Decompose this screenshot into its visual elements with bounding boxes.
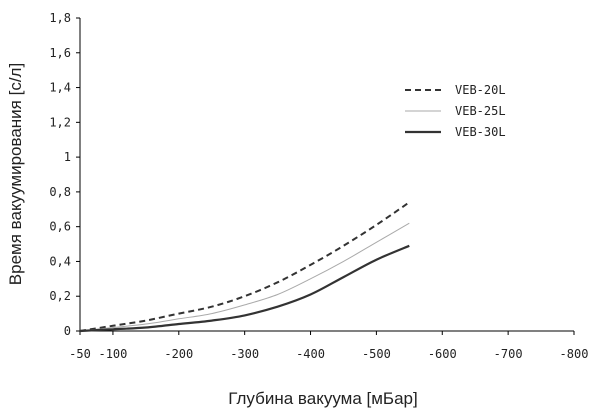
y-tick-label: 1 (64, 150, 71, 164)
x-axis-title: Глубина вакуума [мБар] (228, 389, 417, 408)
y-tick-label: 0,2 (49, 289, 71, 303)
y-tick-label: 1,2 (49, 115, 71, 129)
legend-label: VEB-30L (455, 125, 506, 139)
x-tick-label: -800 (560, 347, 589, 361)
legend-label: VEB-25L (455, 104, 506, 118)
y-tick-label: 1,6 (49, 46, 71, 60)
x-axis-ticks: -50 -100 -200 -300 -400 -500 -600 -700 -800 (69, 331, 588, 361)
series-group (79, 201, 410, 333)
series-line-veb-25l (79, 222, 410, 332)
x-tick-label: -500 (362, 347, 391, 361)
x-tick-label: -200 (164, 347, 193, 361)
y-tick-label: 0 (64, 324, 71, 338)
x-tick-label: -600 (428, 347, 457, 361)
axes (79, 18, 574, 332)
series-line-veb-30l (79, 244, 410, 333)
x-tick-label: -400 (296, 347, 325, 361)
legend: VEB-20L VEB-25L VEB-30L (405, 83, 506, 139)
legend-label: VEB-20L (455, 83, 506, 97)
series-line-veb-20l (79, 201, 410, 332)
y-tick-label: 0,6 (49, 220, 71, 234)
x-tick-label: -700 (494, 347, 523, 361)
x-tick-label: -100 (98, 347, 127, 361)
y-axis-ticks: 0 0,2 0,4 0,6 0,8 1 1,2 1,4 1,6 1,8 (49, 11, 80, 338)
y-axis-title: Время вакуумирования [с/л] (6, 63, 25, 285)
y-tick-label: 0,4 (49, 254, 71, 268)
y-tick-label: 1,8 (49, 11, 71, 25)
x-tick-label: -50 (69, 347, 91, 361)
y-tick-label: 1,4 (49, 81, 71, 95)
y-tick-label: 0,8 (49, 185, 71, 199)
x-tick-label: -300 (230, 347, 259, 361)
